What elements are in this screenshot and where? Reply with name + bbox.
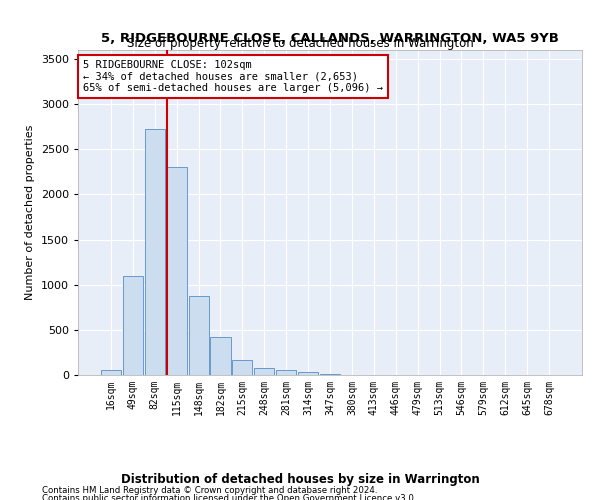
Text: Contains public sector information licensed under the Open Government Licence v3: Contains public sector information licen… — [42, 494, 416, 500]
Bar — [276, 370, 296, 375]
Bar — [211, 337, 230, 375]
Bar — [298, 372, 318, 375]
Text: Contains HM Land Registry data © Crown copyright and database right 2024.: Contains HM Land Registry data © Crown c… — [42, 486, 377, 495]
Bar — [167, 168, 187, 375]
Text: Distribution of detached houses by size in Warrington: Distribution of detached houses by size … — [121, 472, 479, 486]
Text: 5 RIDGEBOURNE CLOSE: 102sqm
← 34% of detached houses are smaller (2,653)
65% of : 5 RIDGEBOURNE CLOSE: 102sqm ← 34% of det… — [83, 60, 383, 93]
Bar — [145, 128, 165, 375]
Title: 5, RIDGEBOURNE CLOSE, CALLANDS, WARRINGTON, WA5 9YB: 5, RIDGEBOURNE CLOSE, CALLANDS, WARRINGT… — [101, 32, 559, 44]
Y-axis label: Number of detached properties: Number of detached properties — [25, 125, 35, 300]
Bar — [320, 374, 340, 375]
Bar — [123, 276, 143, 375]
Bar — [232, 360, 253, 375]
Bar — [101, 370, 121, 375]
Text: Size of property relative to detached houses in Warrington: Size of property relative to detached ho… — [127, 38, 473, 51]
Bar — [254, 368, 274, 375]
Bar — [188, 296, 209, 375]
